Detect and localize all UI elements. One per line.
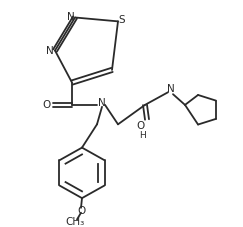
- Text: N: N: [46, 45, 54, 56]
- Text: N: N: [98, 98, 106, 108]
- Text: CH₃: CH₃: [65, 217, 85, 227]
- Text: N: N: [167, 84, 175, 94]
- Text: O: O: [77, 206, 85, 216]
- Text: O: O: [136, 121, 144, 131]
- Text: N: N: [67, 12, 75, 22]
- Text: S: S: [119, 15, 125, 25]
- Text: O: O: [42, 100, 50, 110]
- Text: H: H: [139, 131, 145, 141]
